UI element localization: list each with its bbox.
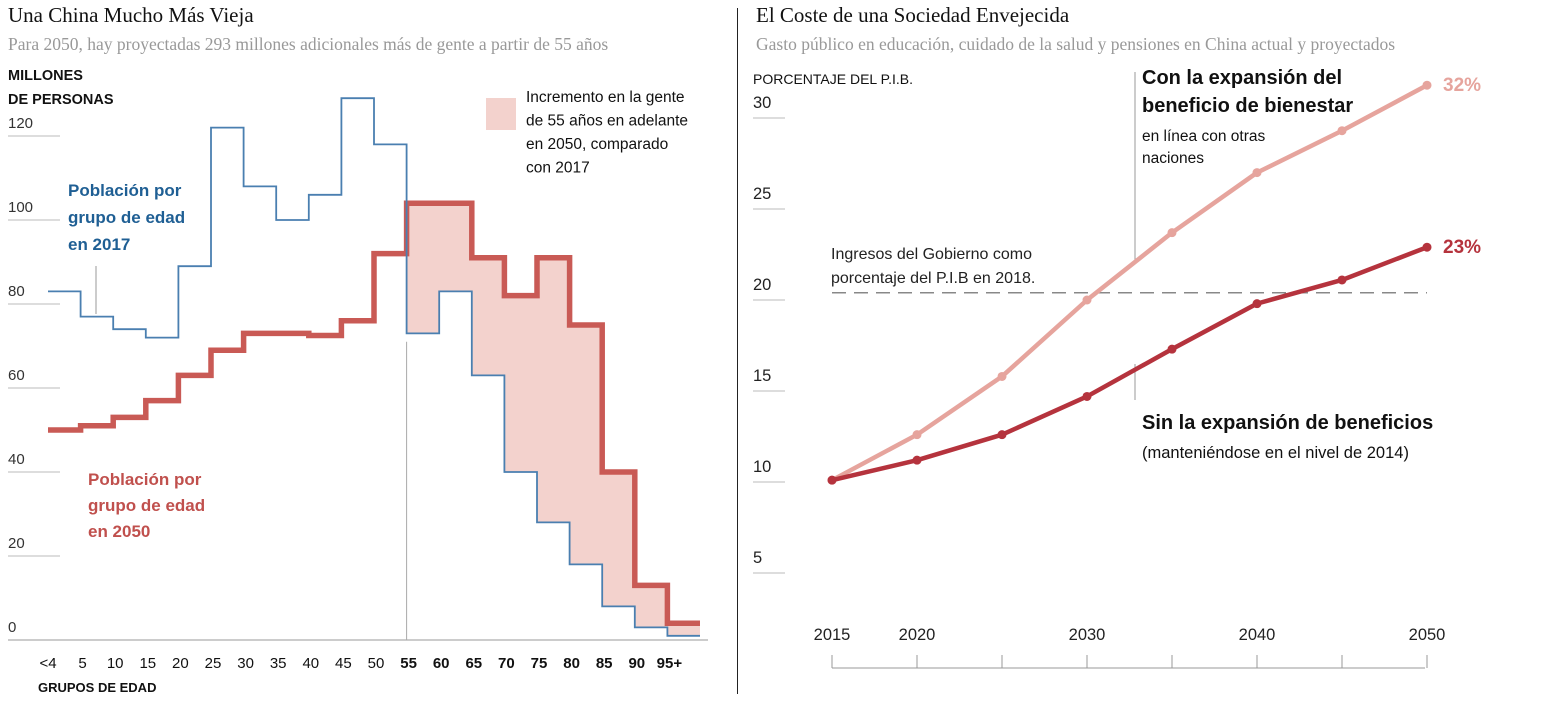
series-point-2 bbox=[912, 455, 922, 465]
y-axis-title-line2: DE PERSONAS bbox=[8, 92, 114, 108]
legend-text-line: en 2050, comparado bbox=[526, 136, 668, 153]
y-tick-label: 30 bbox=[753, 94, 771, 112]
y-tick-label: 100 bbox=[8, 199, 33, 216]
y-tick-label: 80 bbox=[8, 283, 25, 300]
x-tick-label: 10 bbox=[107, 655, 124, 672]
series-2-sublabel: (manteniéndose en el nivel de 2014) bbox=[1142, 444, 1409, 462]
x-tick-label: 30 bbox=[237, 655, 254, 672]
y-tick-label: 20 bbox=[8, 535, 25, 552]
series-1-sublabel: en línea con otras bbox=[1142, 128, 1265, 145]
x-tick-label: 2030 bbox=[1069, 626, 1106, 644]
reference-line-label: Ingresos del Gobierno como bbox=[831, 246, 1032, 263]
series-line-2 bbox=[831, 245, 1428, 483]
x-tick-label: 35 bbox=[270, 655, 287, 672]
right-chart-subtitle: Gasto público en educación, cuidado de l… bbox=[756, 34, 1396, 54]
x-tick-label: 80 bbox=[563, 655, 580, 672]
increase-area bbox=[406, 203, 700, 636]
series-2017-line bbox=[48, 97, 700, 637]
series-point-2 bbox=[1082, 391, 1092, 401]
left-chart-title: Una China Mucho Más Vieja bbox=[8, 3, 254, 27]
end-label-2: 23% bbox=[1443, 237, 1481, 258]
series-1-label: beneficio de bienestar bbox=[1142, 95, 1353, 117]
y-tick-label: 120 bbox=[8, 115, 33, 132]
label-2017-line: Población por bbox=[68, 181, 182, 200]
label-2017-line: grupo de edad bbox=[68, 208, 185, 227]
label-2050-line: en 2050 bbox=[88, 522, 150, 541]
series-point-2 bbox=[827, 475, 837, 485]
right-chart-title: El Coste de una Sociedad Envejecida bbox=[756, 3, 1070, 27]
y-axis-title: PORCENTAJE DEL P.I.B. bbox=[753, 71, 913, 87]
x-tick-label: 2015 bbox=[814, 626, 851, 644]
x-tick-label: 45 bbox=[335, 655, 352, 672]
series-line-1 bbox=[830, 83, 1429, 483]
series-2-label: Sin la expansión de beneficios bbox=[1142, 412, 1433, 434]
x-tick-label: 60 bbox=[433, 655, 450, 672]
y-tick-label: 25 bbox=[753, 185, 771, 203]
series-point-1 bbox=[997, 371, 1007, 381]
legend-text-line: de 55 años en adelante bbox=[526, 113, 688, 130]
y-tick-label: 15 bbox=[753, 367, 771, 385]
legend-swatch bbox=[486, 98, 516, 130]
x-tick-label: 2050 bbox=[1409, 626, 1446, 644]
x-tick-label: 20 bbox=[172, 655, 189, 672]
x-tick-label: 95+ bbox=[657, 655, 683, 672]
reference-line-label: porcentaje del P.I.B en 2018. bbox=[831, 270, 1035, 287]
label-2017-line: en 2017 bbox=[68, 235, 130, 254]
y-tick-label: 20 bbox=[753, 276, 771, 294]
x-tick-label: 65 bbox=[465, 655, 482, 672]
y-tick-label: 0 bbox=[8, 619, 16, 636]
series-1-label: Con la expansión del bbox=[1142, 67, 1342, 89]
series-point-1 bbox=[1252, 168, 1262, 178]
series-point-1 bbox=[912, 430, 922, 440]
population-step-chart: 0 20 40 60 80 100 120 <4 5 10 15 20 25 30 35 40 45 50 55 60… bbox=[8, 68, 708, 695]
label-2050-line: grupo de edad bbox=[88, 496, 205, 515]
end-label-1: 32% bbox=[1443, 75, 1481, 96]
y-tick-label: 10 bbox=[753, 458, 771, 476]
y-axis-title-line1: MILLONES bbox=[8, 68, 83, 84]
legend-text-line: con 2017 bbox=[526, 160, 590, 177]
series-2050-line bbox=[48, 200, 700, 626]
series-point-1 bbox=[1082, 295, 1092, 305]
series-point-2 bbox=[1167, 344, 1177, 354]
x-tick-label: 2020 bbox=[899, 626, 936, 644]
x-tick-label: 2040 bbox=[1239, 626, 1276, 644]
series-point-2 bbox=[1252, 299, 1262, 309]
y-tick-label: 40 bbox=[8, 451, 25, 468]
x-axis-title: GRUPOS DE EDAD bbox=[38, 680, 156, 695]
x-tick-label: 50 bbox=[368, 655, 385, 672]
series-1-sublabel: naciones bbox=[1142, 150, 1204, 167]
x-tick-label: 40 bbox=[302, 655, 319, 672]
left-chart-subtitle: Para 2050, hay proyectadas 293 millones … bbox=[8, 34, 609, 54]
y-tick-label: 60 bbox=[8, 367, 25, 384]
series-point-1 bbox=[1337, 126, 1347, 136]
y-tick-label: 5 bbox=[753, 549, 762, 567]
x-tick-label: 55 bbox=[400, 655, 417, 672]
series-point-2 bbox=[997, 430, 1007, 440]
x-tick-label: 70 bbox=[498, 655, 515, 672]
panel-divider bbox=[737, 8, 738, 694]
x-tick-label: 25 bbox=[205, 655, 222, 672]
x-tick-label: <4 bbox=[39, 655, 56, 672]
legend-text-line: Incremento en la gente bbox=[526, 89, 685, 106]
series-point-2 bbox=[1337, 275, 1347, 285]
series-point-2 bbox=[1422, 242, 1432, 252]
x-tick-label: 75 bbox=[531, 655, 548, 672]
x-tick-label: 90 bbox=[628, 655, 645, 672]
series-point-1 bbox=[1422, 80, 1432, 90]
series-point-1 bbox=[1167, 228, 1177, 238]
x-tick-label: 5 bbox=[78, 655, 86, 672]
label-2050-line: Población por bbox=[88, 470, 202, 489]
x-tick-label: 15 bbox=[139, 655, 156, 672]
x-tick-label: 85 bbox=[596, 655, 613, 672]
